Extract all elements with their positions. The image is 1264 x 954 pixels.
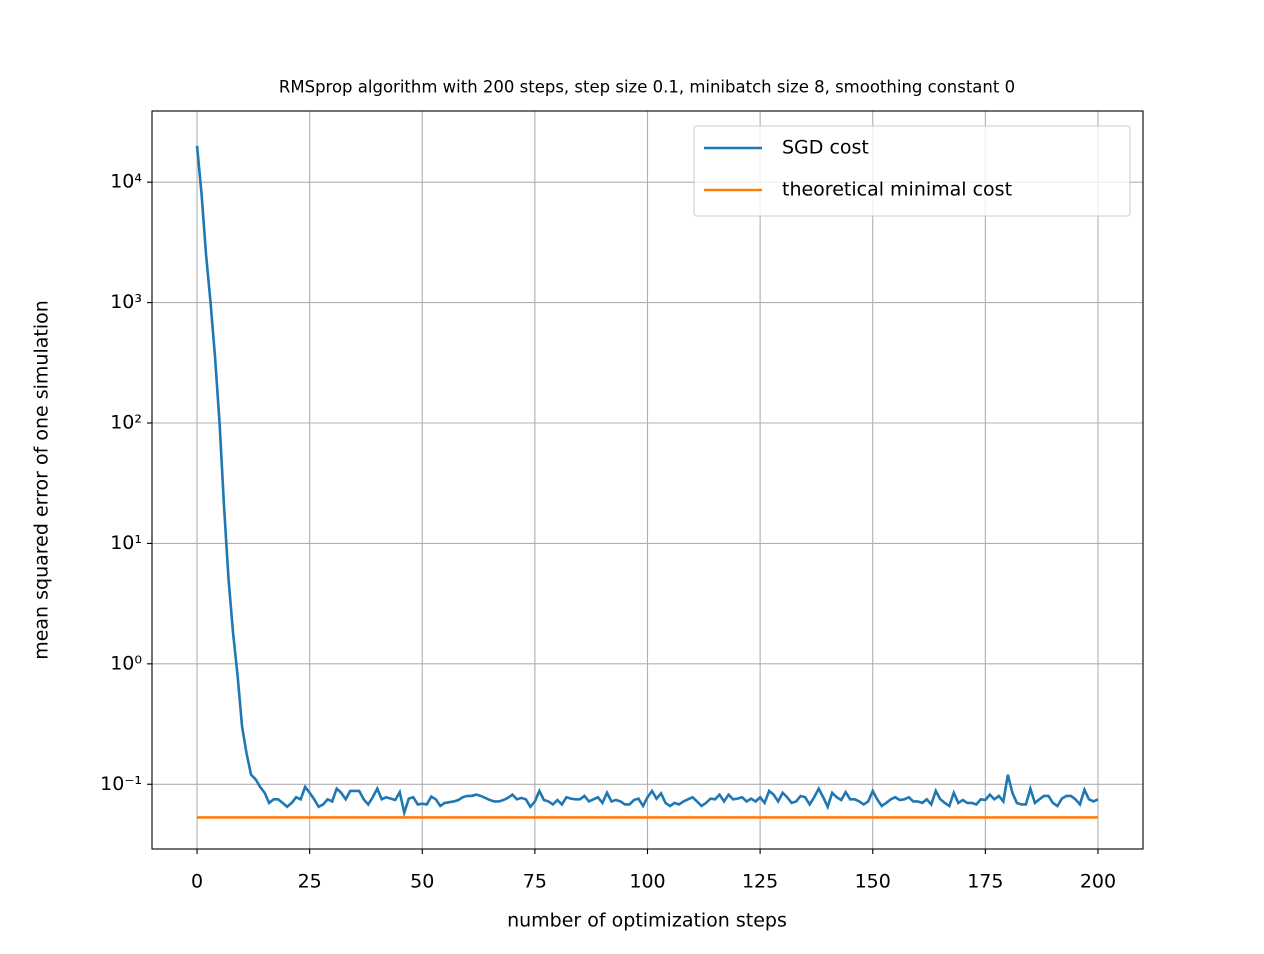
x-tick-label: 200 (1080, 871, 1116, 893)
y-tick-label: 10⁰ (110, 652, 142, 674)
x-axis-label: number of optimization steps (507, 910, 787, 932)
y-tick-label: 10¹ (110, 532, 142, 554)
x-tick-label: 75 (523, 871, 547, 893)
x-tick-label: 100 (629, 871, 665, 893)
x-tick-label: 25 (298, 871, 322, 893)
y-tick-label: 10⁻¹ (100, 773, 142, 795)
legend: SGD cost theoretical minimal cost (693, 125, 1131, 217)
legend-label: theoretical minimal cost (782, 179, 1012, 201)
data-line (195, 145, 1099, 818)
legend-label: SGD cost (782, 137, 869, 159)
x-tick-label: 0 (191, 871, 203, 893)
plot-frame (151, 110, 1144, 850)
y-axis-label: mean squared error of one simulation (31, 300, 53, 660)
y-tick-label: 10² (110, 412, 142, 434)
chart-title: RMSprop algorithm with 200 steps, step s… (279, 78, 1015, 97)
x-tick-label: 50 (410, 871, 434, 893)
x-tick-label: 150 (855, 871, 891, 893)
y-tick-label: 10⁴ (110, 171, 142, 193)
y-tick-label: 10³ (110, 291, 142, 313)
legend-box (693, 125, 1131, 217)
x-tick-label: 175 (967, 871, 1003, 893)
x-tick-label: 125 (742, 871, 778, 893)
